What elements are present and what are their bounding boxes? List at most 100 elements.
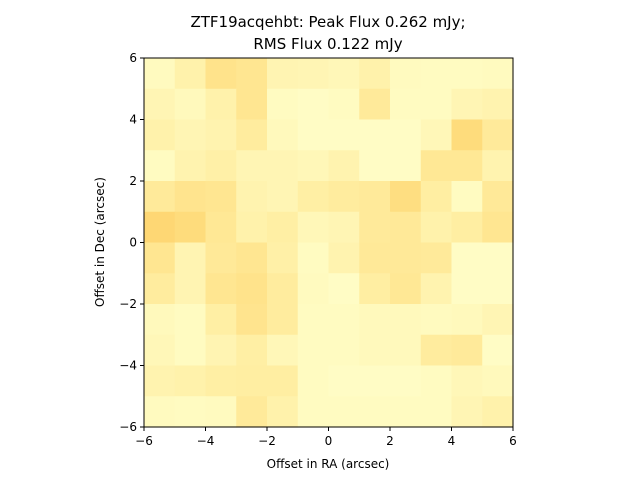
heatmap-cell xyxy=(205,58,237,90)
heatmap-cell xyxy=(144,334,176,367)
heatmap-cell xyxy=(359,88,391,121)
heatmap-cell xyxy=(144,396,176,428)
heatmap-cell xyxy=(236,396,268,428)
heatmap-cell xyxy=(359,58,391,90)
heatmap-cell xyxy=(359,334,391,367)
heatmap-cell xyxy=(451,396,483,428)
heatmap-cell xyxy=(420,304,453,336)
heatmap-cell xyxy=(451,365,483,397)
heatmap-cell xyxy=(267,365,299,397)
heatmap-cell xyxy=(297,150,330,182)
heatmap-cell xyxy=(236,119,268,151)
heatmap-cell xyxy=(297,211,330,244)
x-axis-ticks: −6 −4 −2 0 2 4 6 xyxy=(135,427,517,448)
heatmap-cell xyxy=(267,181,299,213)
x-tick-label: 6 xyxy=(509,434,517,448)
heatmap-cell xyxy=(390,211,422,244)
chart-title-line2: RMS Flux 0.122 mJy xyxy=(253,35,402,53)
heatmap-cell xyxy=(144,211,176,244)
heatmap-cell xyxy=(174,119,207,151)
heatmap-cell xyxy=(451,119,483,151)
heatmap-cell xyxy=(144,88,176,121)
heatmap-cell xyxy=(236,242,268,274)
heatmap-cell xyxy=(390,58,422,90)
heatmap-cell xyxy=(297,119,330,151)
chart-title-line1: ZTF19acqehbt: Peak Flux 0.262 mJy; xyxy=(190,13,465,31)
heatmap-cell xyxy=(267,334,299,367)
heatmap-cell xyxy=(236,150,268,182)
heatmap-cell xyxy=(267,58,299,90)
heatmap-cell xyxy=(390,365,422,397)
heatmap-cell xyxy=(297,242,330,274)
heatmap-cell xyxy=(328,58,360,90)
heatmap-cell xyxy=(174,88,207,121)
heatmap-cell xyxy=(297,396,330,428)
heatmap-cell xyxy=(267,273,299,305)
y-axis-ticks: −6 −4 −2 0 2 4 6 xyxy=(119,51,144,434)
heatmap-cell xyxy=(420,273,453,305)
heatmap-cell xyxy=(205,88,237,121)
heatmap-cell xyxy=(236,58,268,90)
heatmap-cell xyxy=(420,242,453,274)
heatmap-cell xyxy=(482,58,514,90)
heatmap-cell xyxy=(236,334,268,367)
x-tick-label: −2 xyxy=(258,434,276,448)
heatmap-cell xyxy=(451,304,483,336)
heatmap-cell xyxy=(174,365,207,397)
heatmap-cell xyxy=(174,273,207,305)
heatmap-cell xyxy=(390,150,422,182)
heatmap-cell xyxy=(482,304,514,336)
heatmap-cell xyxy=(482,242,514,274)
y-tick-label: 4 xyxy=(129,113,137,127)
x-tick-label: 4 xyxy=(448,434,456,448)
heatmap-cell xyxy=(205,211,237,244)
heatmap-cell xyxy=(236,304,268,336)
heatmap-cell xyxy=(267,119,299,151)
heatmap-cell xyxy=(420,181,453,213)
heatmap-cell xyxy=(482,273,514,305)
heatmap-cell xyxy=(236,211,268,244)
heatmap-cell xyxy=(205,365,237,397)
heatmap-cell xyxy=(144,58,176,90)
heatmap-cell xyxy=(328,150,360,182)
heatmap-cell xyxy=(328,304,360,336)
y-axis-label: Offset in Dec (arcsec) xyxy=(93,177,107,307)
heatmap-cell xyxy=(144,273,176,305)
heatmap-cell xyxy=(328,396,360,428)
heatmap-cell xyxy=(267,150,299,182)
heatmap-cell xyxy=(144,365,176,397)
heatmap-cell xyxy=(205,181,237,213)
heatmap-cell xyxy=(205,119,237,151)
heatmap-cell xyxy=(174,58,207,90)
heatmap-cell xyxy=(482,334,514,367)
heatmap-cell xyxy=(174,334,207,367)
heatmap-cell xyxy=(144,119,176,151)
heatmap-cell xyxy=(359,304,391,336)
heatmap-cell xyxy=(297,365,330,397)
heatmap-cell xyxy=(297,334,330,367)
heatmap-cell xyxy=(420,396,453,428)
heatmap-cell xyxy=(482,119,514,151)
heatmap-cell xyxy=(205,304,237,336)
heatmap-cell xyxy=(420,119,453,151)
y-tick-label: 0 xyxy=(129,236,137,250)
heatmap-cell xyxy=(328,334,360,367)
heatmap-cell xyxy=(328,365,360,397)
heatmap-cell xyxy=(328,211,360,244)
heatmap-cell xyxy=(328,119,360,151)
heatmap-cell xyxy=(267,88,299,121)
x-tick-label: 0 xyxy=(325,434,333,448)
y-tick-label: −4 xyxy=(119,359,137,373)
heatmap-cell xyxy=(297,88,330,121)
heatmap-cell xyxy=(236,88,268,121)
heatmap-cell xyxy=(390,273,422,305)
heatmap-cell xyxy=(236,273,268,305)
heatmap-cell xyxy=(390,181,422,213)
heatmap-cell xyxy=(390,334,422,367)
heatmap-cell xyxy=(328,273,360,305)
x-axis-label: Offset in RA (arcsec) xyxy=(267,457,390,471)
heatmap-cell xyxy=(297,181,330,213)
heatmap-cell xyxy=(174,304,207,336)
heatmap-cell xyxy=(267,242,299,274)
